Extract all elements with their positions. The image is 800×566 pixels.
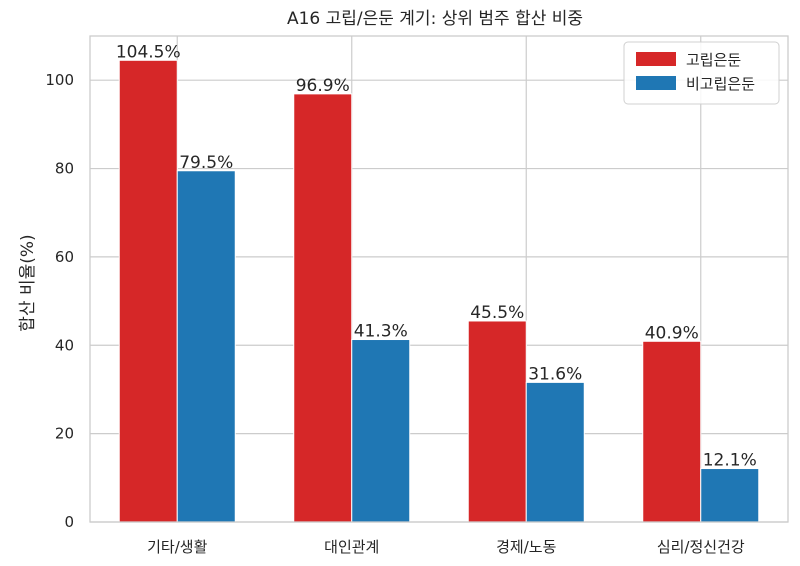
data-label: 104.5% xyxy=(116,42,181,62)
y-axis-label: 합산 비율(%) xyxy=(18,234,38,331)
bar xyxy=(467,320,527,523)
data-label: 31.6% xyxy=(528,364,582,384)
chart-title: A16 고립/은둔 계기: 상위 범주 합산 비중 xyxy=(287,9,583,29)
x-tick-label: 경제/노동 xyxy=(496,538,556,556)
y-tick-label: 80 xyxy=(55,160,74,178)
legend-swatch xyxy=(636,52,676,66)
bar xyxy=(351,339,411,523)
bar xyxy=(176,170,236,523)
x-tick-label: 심리/정신건강 xyxy=(657,538,745,556)
legend-label: 비고립은둔 xyxy=(686,75,755,93)
y-tick-label: 60 xyxy=(55,248,74,266)
y-tick-label: 100 xyxy=(45,71,74,89)
x-tick-labels: 기타/생활 대인관계 경제/노동 심리/정신건강 xyxy=(147,538,745,556)
legend-label: 고립은둔 xyxy=(686,51,741,69)
bar xyxy=(118,59,178,523)
y-tick-label: 0 xyxy=(64,513,74,531)
x-tick-label: 기타/생활 xyxy=(147,538,207,556)
bar xyxy=(525,381,585,523)
legend-swatch xyxy=(636,76,676,90)
data-labels: 104.5% 79.5% 96.9% 41.3% 45.5% 31.6% 40.9% 12.1… xyxy=(116,42,757,470)
data-label: 40.9% xyxy=(645,323,699,343)
bar xyxy=(700,468,760,523)
data-label: 96.9% xyxy=(296,76,350,96)
data-label: 79.5% xyxy=(179,153,233,173)
bars xyxy=(118,59,760,523)
data-label: 12.1% xyxy=(703,451,757,471)
x-tick-label: 대인관계 xyxy=(324,538,379,556)
bar xyxy=(642,340,702,523)
y-tick-label: 40 xyxy=(55,336,74,354)
data-label: 45.5% xyxy=(470,303,524,323)
plot-frame xyxy=(89,35,789,523)
y-tick-label: 20 xyxy=(55,425,74,443)
y-tick-labels: 0 20 40 60 80 100 xyxy=(45,71,74,531)
data-label: 41.3% xyxy=(354,322,408,342)
bar xyxy=(293,93,353,523)
